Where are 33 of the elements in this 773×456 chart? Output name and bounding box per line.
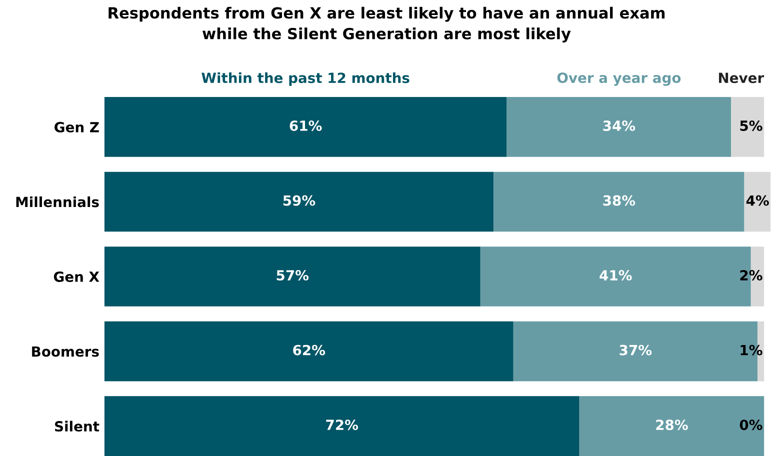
data-label: 2% bbox=[740, 270, 762, 281]
y-tick-label: Gen Z bbox=[54, 122, 99, 132]
bar bbox=[494, 172, 744, 232]
bar bbox=[104, 97, 507, 157]
bar bbox=[104, 246, 480, 306]
bar bbox=[104, 172, 494, 232]
data-label: 59% bbox=[283, 195, 316, 206]
data-label: 57% bbox=[276, 270, 309, 281]
bar bbox=[506, 97, 732, 157]
data-label: 62% bbox=[293, 344, 326, 356]
y-tick-label: Gen X bbox=[54, 271, 100, 282]
data-label: 34% bbox=[603, 120, 636, 131]
bar bbox=[744, 172, 771, 232]
data-label: 41% bbox=[600, 270, 632, 281]
data-label: 0% bbox=[740, 420, 762, 430]
data-label: 5% bbox=[740, 120, 762, 131]
y-tick-label: Silent bbox=[55, 420, 100, 432]
y-tick-label: Boomers bbox=[32, 346, 99, 357]
data-label: 72% bbox=[326, 420, 358, 430]
bar bbox=[104, 321, 514, 382]
bar bbox=[579, 396, 764, 456]
series-label: Within the past 12 months bbox=[202, 72, 410, 86]
data-label: 28% bbox=[656, 420, 688, 430]
data-label: 61% bbox=[290, 120, 322, 131]
chart-title: Respondents from Gen X are least likely to have an annual exam while the Silent Generation are most likely bbox=[108, 6, 665, 42]
series-label: Over a year ago bbox=[557, 72, 681, 86]
series-label: Never bbox=[718, 72, 764, 84]
y-tick-label: Millennials bbox=[16, 196, 99, 208]
bar bbox=[104, 396, 580, 456]
data-label: 4% bbox=[746, 195, 769, 206]
bar bbox=[731, 97, 764, 157]
data-label: 37% bbox=[620, 344, 652, 356]
data-label: 38% bbox=[603, 195, 636, 206]
